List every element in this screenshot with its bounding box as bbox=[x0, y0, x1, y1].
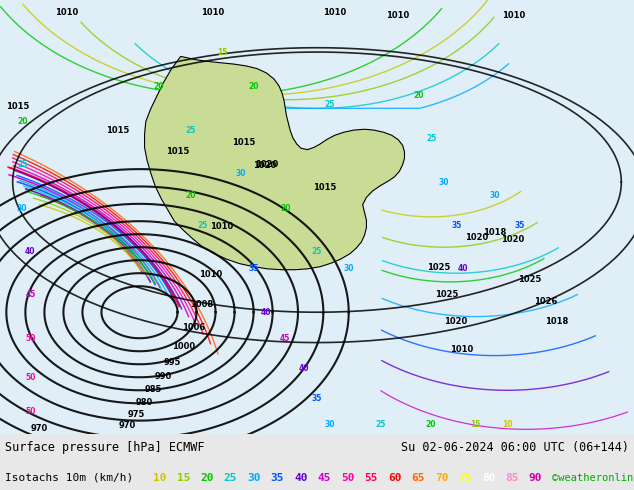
Text: Isotachs 10m (km/h): Isotachs 10m (km/h) bbox=[5, 472, 140, 483]
Text: 20: 20 bbox=[426, 420, 436, 429]
Text: 30: 30 bbox=[489, 191, 500, 199]
Text: 20: 20 bbox=[153, 82, 164, 91]
Text: 1018: 1018 bbox=[483, 227, 506, 237]
Text: 60: 60 bbox=[388, 472, 401, 483]
Text: 980: 980 bbox=[136, 398, 153, 407]
Text: Surface pressure [hPa] ECMWF: Surface pressure [hPa] ECMWF bbox=[5, 441, 205, 454]
Text: 50: 50 bbox=[341, 472, 354, 483]
Text: 995: 995 bbox=[164, 358, 181, 367]
Text: 1015: 1015 bbox=[6, 102, 29, 111]
Text: 20: 20 bbox=[185, 191, 195, 199]
Text: 35: 35 bbox=[271, 472, 284, 483]
Text: 10: 10 bbox=[153, 472, 167, 483]
Text: 20: 20 bbox=[17, 117, 27, 126]
Text: 35: 35 bbox=[515, 221, 525, 230]
Text: Su 02-06-2024 06:00 UTC (06+144): Su 02-06-2024 06:00 UTC (06+144) bbox=[401, 441, 629, 454]
Text: 20: 20 bbox=[249, 82, 259, 91]
Text: 1015: 1015 bbox=[313, 183, 336, 192]
Text: 1010: 1010 bbox=[502, 11, 525, 20]
Text: 45: 45 bbox=[280, 334, 290, 343]
Text: 1020: 1020 bbox=[465, 233, 488, 242]
Text: 1010: 1010 bbox=[55, 8, 78, 17]
Text: 1020: 1020 bbox=[501, 235, 524, 244]
Text: 1020: 1020 bbox=[444, 317, 467, 326]
Text: 15: 15 bbox=[470, 420, 481, 429]
Text: 1006: 1006 bbox=[182, 323, 205, 332]
Text: 1015: 1015 bbox=[166, 147, 189, 156]
Text: 30: 30 bbox=[344, 265, 354, 273]
Text: 75: 75 bbox=[458, 472, 472, 483]
Polygon shape bbox=[145, 56, 404, 270]
Text: 1020: 1020 bbox=[255, 160, 278, 169]
Text: 30: 30 bbox=[236, 169, 246, 178]
Text: 990: 990 bbox=[155, 372, 172, 381]
Text: 1010: 1010 bbox=[323, 8, 346, 17]
Text: 45: 45 bbox=[25, 291, 36, 299]
Text: 40: 40 bbox=[261, 308, 271, 317]
Text: 20: 20 bbox=[280, 204, 290, 213]
FancyBboxPatch shape bbox=[0, 0, 634, 434]
Text: 970: 970 bbox=[118, 421, 136, 430]
Text: 985: 985 bbox=[145, 385, 162, 394]
Text: 1010: 1010 bbox=[199, 270, 222, 279]
Text: 35: 35 bbox=[249, 265, 259, 273]
Text: 40: 40 bbox=[458, 265, 468, 273]
Text: 25: 25 bbox=[426, 134, 436, 143]
Text: 90: 90 bbox=[529, 472, 542, 483]
Text: 1025: 1025 bbox=[436, 290, 458, 298]
Text: 40: 40 bbox=[25, 247, 36, 256]
Text: 25: 25 bbox=[325, 99, 335, 109]
Text: 45: 45 bbox=[318, 472, 331, 483]
Text: 1018: 1018 bbox=[545, 317, 568, 326]
Text: 55: 55 bbox=[365, 472, 378, 483]
Text: 35: 35 bbox=[312, 394, 322, 403]
Text: 1000: 1000 bbox=[172, 343, 195, 351]
Text: 1010: 1010 bbox=[210, 222, 233, 231]
Text: 30: 30 bbox=[439, 178, 449, 187]
Text: 1025: 1025 bbox=[427, 264, 450, 272]
Text: 10: 10 bbox=[502, 420, 512, 429]
Text: 20: 20 bbox=[200, 472, 214, 483]
Text: 1025: 1025 bbox=[518, 275, 541, 284]
Text: 25: 25 bbox=[312, 247, 322, 256]
Text: 15: 15 bbox=[177, 472, 190, 483]
Text: 25: 25 bbox=[198, 221, 208, 230]
Text: 30: 30 bbox=[17, 204, 27, 213]
Text: 1015: 1015 bbox=[106, 126, 129, 135]
Text: 15: 15 bbox=[217, 48, 227, 56]
Text: 40: 40 bbox=[294, 472, 307, 483]
Text: 80: 80 bbox=[482, 472, 495, 483]
Text: 1026: 1026 bbox=[534, 297, 557, 306]
Text: 25: 25 bbox=[17, 160, 27, 169]
Text: 1008: 1008 bbox=[190, 300, 213, 309]
Text: ©weatheronline.co.uk: ©weatheronline.co.uk bbox=[552, 472, 634, 483]
Text: 50: 50 bbox=[25, 373, 36, 382]
Text: 30: 30 bbox=[247, 472, 261, 483]
Text: 975: 975 bbox=[127, 410, 145, 418]
Text: 25: 25 bbox=[375, 420, 385, 429]
Text: 35: 35 bbox=[451, 221, 462, 230]
Text: 85: 85 bbox=[505, 472, 519, 483]
Text: 40: 40 bbox=[299, 364, 309, 373]
Text: 20: 20 bbox=[413, 91, 424, 100]
Text: 1010: 1010 bbox=[450, 344, 473, 354]
Text: 50: 50 bbox=[25, 408, 36, 416]
Text: 65: 65 bbox=[411, 472, 425, 483]
Text: 25: 25 bbox=[185, 125, 195, 135]
Text: 1010: 1010 bbox=[201, 8, 224, 17]
Text: 1010: 1010 bbox=[387, 11, 410, 20]
Text: 70: 70 bbox=[435, 472, 448, 483]
Text: 970: 970 bbox=[30, 424, 48, 433]
Text: 25: 25 bbox=[224, 472, 237, 483]
Text: 50: 50 bbox=[25, 334, 36, 343]
Text: 30: 30 bbox=[325, 420, 335, 429]
Text: 1015: 1015 bbox=[233, 138, 256, 147]
Text: 1020: 1020 bbox=[254, 161, 276, 170]
